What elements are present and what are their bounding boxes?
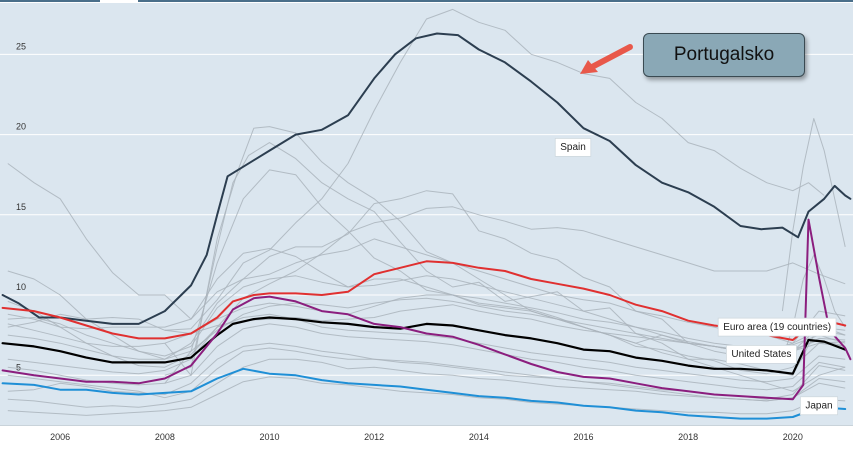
highlighted-series-line <box>1 367 847 420</box>
annotation-text: Euro area (19 countries) <box>723 322 831 333</box>
x-tick-label: 2020 <box>783 432 803 442</box>
annotation-label: Spain <box>554 138 592 157</box>
background-series-line <box>7 206 846 368</box>
annotation-text: United States <box>731 349 791 360</box>
x-tick-label: 2012 <box>364 432 384 442</box>
background-series-line <box>7 238 846 360</box>
x-tick-label: 2014 <box>469 432 489 442</box>
background-series-line <box>7 275 846 357</box>
y-tick-label: 25 <box>16 41 26 51</box>
annotation-label: Euro area (19 countries) <box>717 317 837 337</box>
y-tick-label: 20 <box>16 122 26 132</box>
x-tick-label: 2008 <box>155 432 175 442</box>
background-series-line <box>7 297 846 360</box>
background-series-line <box>7 323 846 391</box>
annotation-label: Japan <box>799 396 839 416</box>
background-series-line <box>7 376 846 416</box>
y-tick-label: 10 <box>16 282 26 292</box>
background-series-line <box>7 313 846 383</box>
y-axis-ticks: 5 10 15 20 25 <box>16 41 26 372</box>
annotation-text: Japan <box>805 400 832 411</box>
background-series-line <box>781 118 846 312</box>
background-series-line <box>7 358 846 408</box>
x-tick-label: 2006 <box>50 432 70 442</box>
top-border <box>0 0 853 2</box>
annotation-box <box>725 344 797 364</box>
highlighted-series-line <box>1 218 852 401</box>
y-tick-label: 15 <box>16 202 26 212</box>
x-axis-ticks: 2006 2008 2010 2012 2014 2016 2018 2020 <box>50 432 803 442</box>
y-tick-label: 5 <box>16 362 21 372</box>
annotation-label: United States <box>725 344 797 364</box>
annotation-box <box>799 396 839 416</box>
annotation-box <box>554 138 592 157</box>
x-tick-label: 2010 <box>259 432 279 442</box>
highlighted-series-line <box>1 260 847 341</box>
background-series-line <box>7 294 846 352</box>
callout-arrow-icon <box>580 44 633 74</box>
highlighted-series-line <box>1 316 847 375</box>
annotation-text: Spain <box>560 142 586 153</box>
top-tab-gap <box>100 0 138 3</box>
annotation-box <box>717 317 837 337</box>
background-series-line <box>164 142 846 392</box>
x-axis-band <box>0 425 853 455</box>
background-series-line <box>164 8 825 331</box>
x-tick-label: 2016 <box>573 432 593 442</box>
x-tick-label: 2018 <box>678 432 698 442</box>
portugalsko-callout: Portugalsko <box>643 33 805 77</box>
highlighted-series-line <box>1 32 852 325</box>
highlighted-series-group <box>1 32 852 420</box>
annotation-labels: Spain Euro area (19 countries) United Stat… <box>554 138 839 416</box>
